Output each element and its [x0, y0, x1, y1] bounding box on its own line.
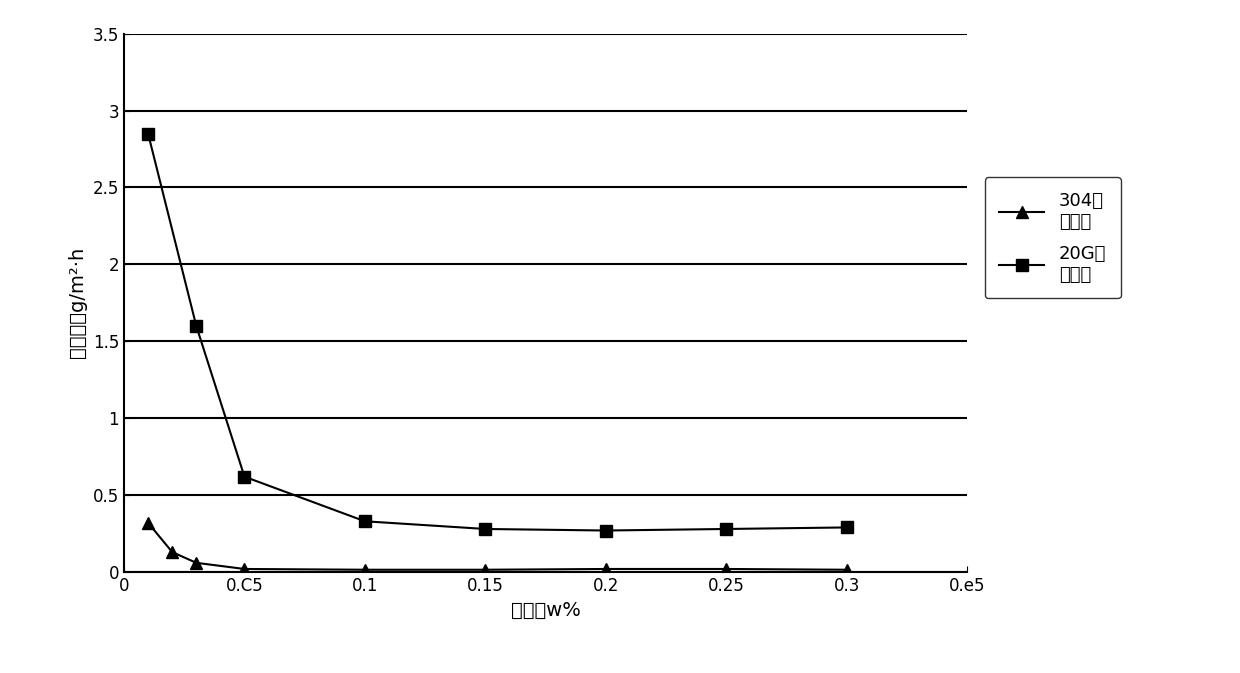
20G材
质腑蚀	[237, 472, 252, 481]
20G材
质腑蚀	[188, 322, 203, 330]
20G材
质腑蚀	[357, 518, 372, 526]
304腑
蚀速率	[237, 565, 252, 573]
20G材
质腑蚀	[477, 525, 492, 533]
X-axis label: 乙二醇w%: 乙二醇w%	[511, 600, 580, 619]
Line: 304腑
蚀速率: 304腑 蚀速率	[143, 518, 852, 575]
304腑
蚀速率	[357, 566, 372, 574]
Line: 20G材
质腑蚀: 20G材 质腑蚀	[141, 127, 853, 537]
304腑
蚀速率	[140, 519, 155, 527]
20G材
质腑蚀	[719, 525, 734, 533]
20G材
质腑蚀	[839, 524, 854, 532]
20G材
质腑蚀	[140, 130, 155, 138]
Legend: 304腑
蚀速率, 20G材
质腑蚀: 304腑 蚀速率, 20G材 质腑蚀	[985, 177, 1121, 298]
20G材
质腑蚀	[599, 526, 614, 534]
304腑
蚀速率	[165, 548, 180, 556]
Y-axis label: 腑蚀速率g/m²·h: 腑蚀速率g/m²·h	[68, 247, 87, 359]
304腑
蚀速率	[188, 559, 203, 567]
304腑
蚀速率	[719, 565, 734, 573]
304腑
蚀速率	[477, 566, 492, 574]
304腑
蚀速率	[839, 566, 854, 574]
304腑
蚀速率	[599, 565, 614, 573]
